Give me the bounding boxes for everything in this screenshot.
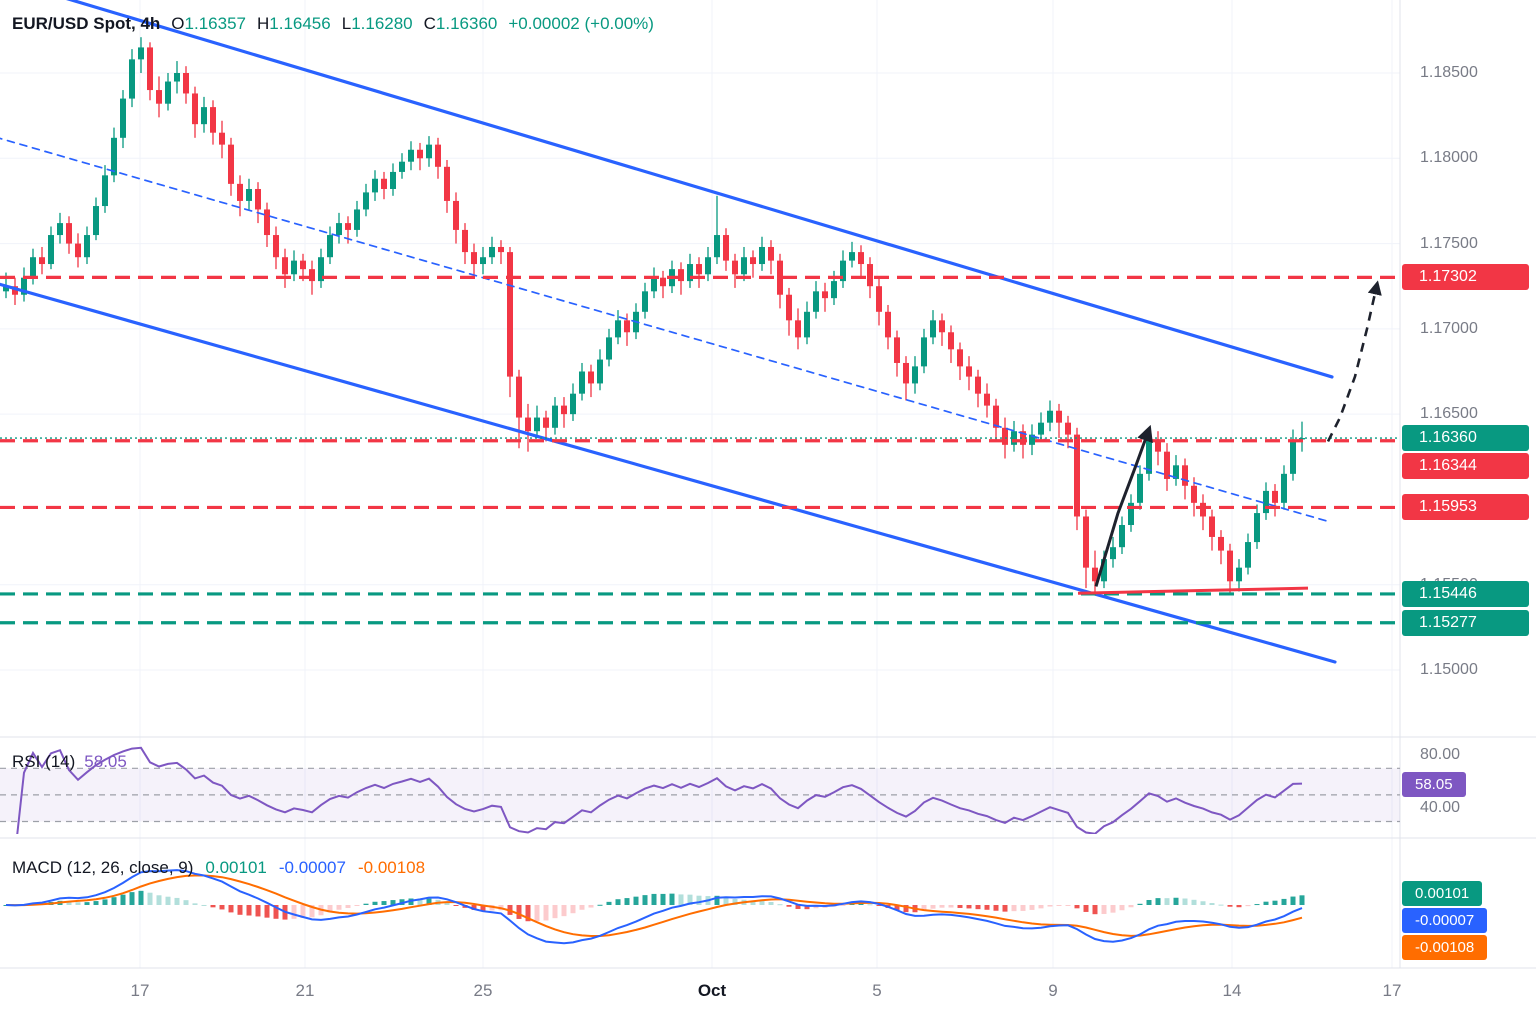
low-value: 1.16280	[351, 14, 413, 33]
price-level-badge: 1.15277	[1402, 609, 1529, 636]
close-value: 1.16360	[435, 14, 498, 33]
ohlc-low: L1.16280	[342, 14, 413, 34]
price-axis-label: 1.17500	[1420, 234, 1478, 252]
price-level-badge: 1.15953	[1402, 494, 1529, 521]
candles-series[interactable]	[3, 37, 1305, 595]
rsi-value: 58.05	[84, 752, 127, 771]
macd-value-badge: -0.00007	[1402, 908, 1488, 934]
macd-value-badge: -0.00108	[1402, 935, 1488, 961]
macd-plot[interactable]	[3, 869, 1305, 945]
symbol-title[interactable]: EUR/USD Spot, 4h	[12, 14, 161, 33]
price-axis-label: 1.17000	[1420, 319, 1478, 337]
price-level-badge: 1.16360	[1402, 425, 1529, 452]
time-axis-label: 17	[130, 981, 150, 1000]
price-axis-label: 1.15000	[1420, 660, 1478, 678]
support-trendline	[1077, 586, 1309, 595]
rsi-header: RSI (14) 58.05	[12, 752, 127, 772]
grid	[0, 0, 1400, 968]
ohlc-close: C1.16360	[424, 14, 498, 34]
high-value: 1.16456	[269, 14, 331, 33]
rsi-axis-label: 80.00	[1420, 746, 1461, 763]
price-axis-label: 1.16500	[1420, 405, 1478, 423]
ohlc-open: O1.16357	[171, 14, 246, 34]
rsi-value-badge: 58.05	[1402, 771, 1466, 797]
macd-signal-line	[5, 874, 1303, 937]
channel-upper-line	[65, 0, 1334, 379]
price-axis-label: 1.18000	[1420, 149, 1478, 167]
high-label: H	[256, 14, 270, 33]
time-axis-label: 5	[872, 981, 882, 1000]
time-axis-label: 21	[295, 981, 315, 1000]
ohlc-high: H1.16456	[257, 14, 331, 34]
time-axis-label: 9	[1048, 981, 1058, 1000]
time-axis-label: 25	[473, 981, 493, 1000]
macd-hist-value: 0.00101	[205, 858, 267, 877]
rsi-line	[16, 746, 1303, 834]
breakout-arrow	[1094, 424, 1153, 587]
macd-line	[5, 869, 1303, 945]
open-value: 1.16357	[184, 14, 246, 33]
price-axis-label: 1.18500	[1420, 64, 1478, 81]
macd-value-badge: 0.00101	[1402, 881, 1483, 907]
time-axis-label: Oct	[697, 981, 727, 1000]
projection-arrow	[1326, 280, 1382, 442]
low-label: L	[341, 14, 352, 33]
price-level-badge: 1.15446	[1402, 580, 1529, 607]
price-level-badge: 1.16344	[1402, 453, 1529, 480]
change-value: +0.00002 (+0.00%)	[508, 14, 654, 33]
macd-line-value: -0.00007	[278, 858, 346, 877]
close-label: C	[423, 14, 436, 33]
time-axis-label: 14	[1222, 981, 1242, 1000]
macd-title[interactable]: MACD (12, 26, close, 9)	[12, 858, 194, 877]
time-axis-label: 17	[1382, 981, 1402, 1000]
macd-header: MACD (12, 26, close, 9) 0.00101 -0.00007…	[12, 858, 425, 878]
macd-signal-value: -0.00108	[357, 858, 426, 877]
symbol-header: EUR/USD Spot, 4h O1.16357 H1.16456 L1.16…	[12, 14, 654, 34]
rsi-axis-label: 40.00	[1420, 799, 1461, 817]
channel-lower-line	[0, 282, 1337, 664]
channel-mid-line	[0, 137, 1331, 523]
rsi-title[interactable]: RSI (14)	[12, 752, 76, 771]
price-level-badge: 1.17302	[1402, 264, 1529, 291]
open-label: O	[171, 14, 185, 33]
